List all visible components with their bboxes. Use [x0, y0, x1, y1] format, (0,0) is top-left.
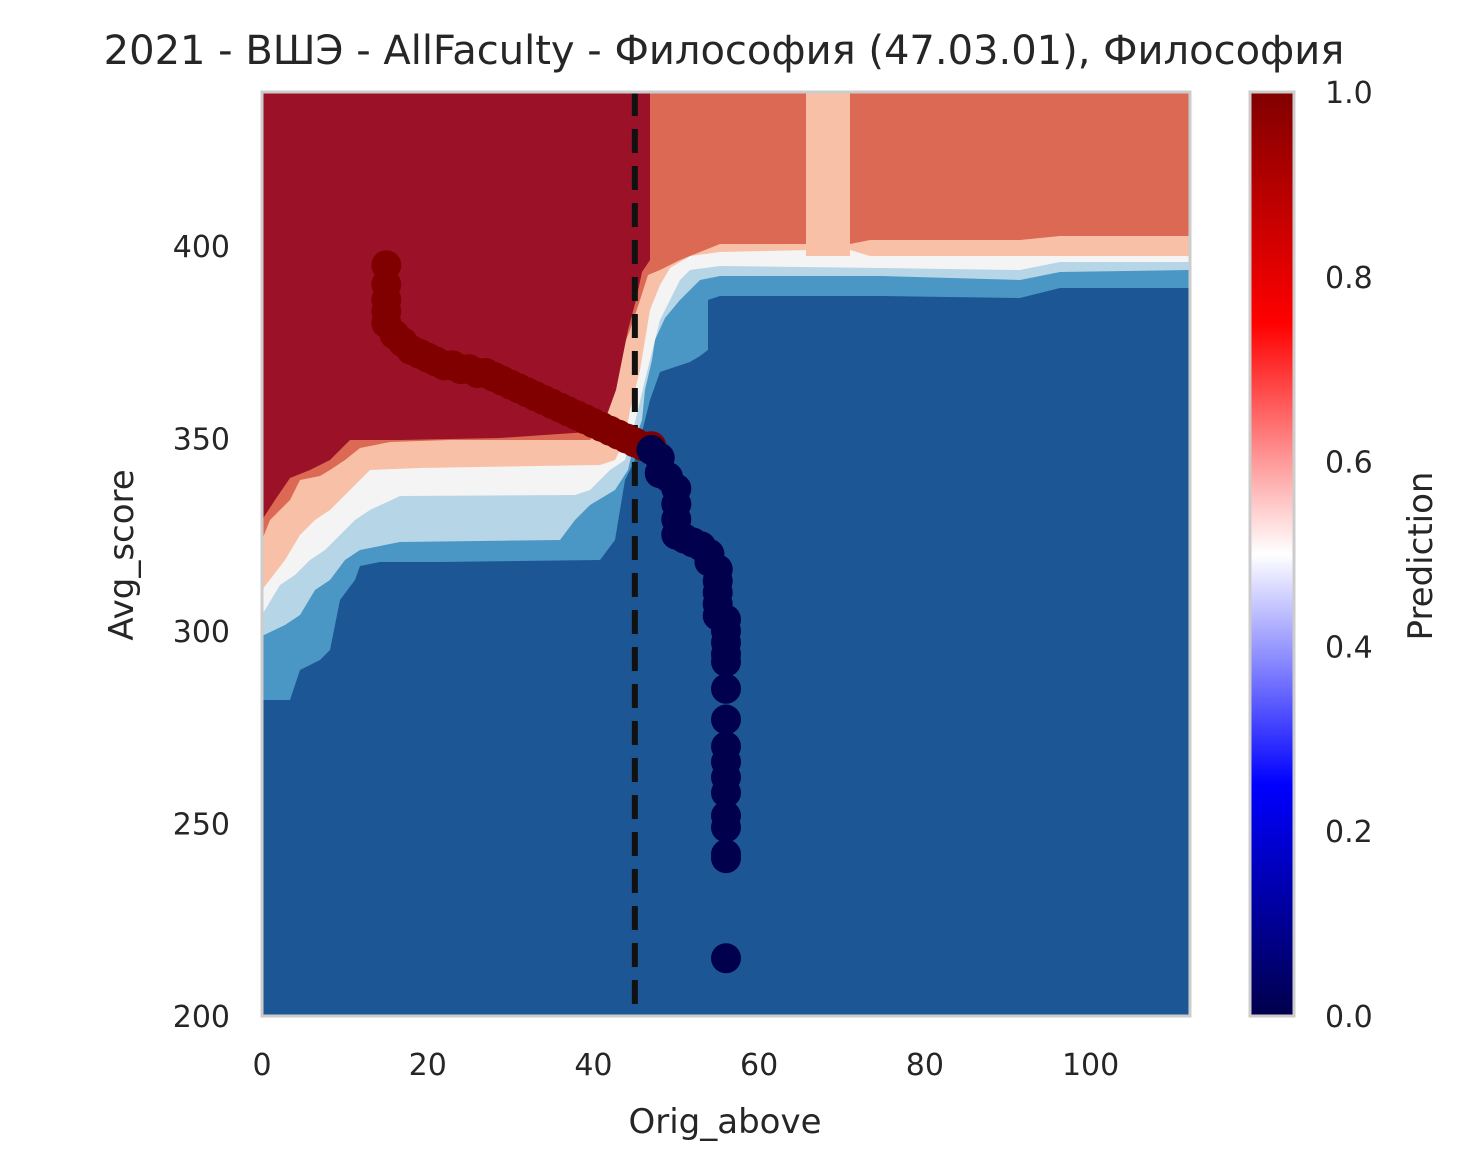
y-axis: 200 250 300 350 400 [173, 230, 230, 1035]
x-tick-label: 20 [409, 1048, 447, 1083]
x-axis: 0 20 40 60 80 100 [252, 1048, 1119, 1083]
x-tick-label: 80 [906, 1048, 944, 1083]
point-rejected [711, 777, 741, 808]
chart-title: 2021 - ВШЭ - AllFaculty - Философия (47.… [104, 28, 1345, 74]
y-tick-label: 200 [173, 1000, 230, 1035]
y-tick-label: 300 [173, 615, 230, 650]
colorbar [1248, 90, 1296, 1018]
point-rejected [711, 812, 741, 843]
colorbar-tick-label: 0.0 [1325, 1000, 1373, 1035]
y-axis-label: Avg_score [102, 469, 142, 640]
point-rejected [711, 843, 741, 874]
colorbar-tick-label: 0.8 [1325, 261, 1373, 296]
plot-frame [260, 90, 1192, 1018]
colorbar-tick-label: 1.0 [1325, 76, 1373, 111]
contour-field [262, 92, 1190, 1016]
x-tick-label: 60 [740, 1048, 778, 1083]
x-tick-label: 0 [252, 1048, 271, 1083]
point-rejected [711, 943, 741, 974]
colorbar-tick-label: 0.2 [1325, 815, 1373, 850]
contour-mid-high-band [806, 92, 850, 256]
colorbar-axis: 0.0 0.2 0.4 0.6 0.8 1.0 [1325, 76, 1373, 1035]
colorbar-label: Prediction [1401, 472, 1441, 641]
point-rejected [711, 704, 741, 735]
y-tick-label: 400 [173, 230, 230, 265]
y-tick-label: 250 [173, 808, 230, 843]
points-admitted [371, 250, 667, 462]
points-rejected [636, 435, 741, 974]
x-tick-label: 100 [1062, 1048, 1119, 1083]
x-axis-label: Orig_above [628, 1102, 821, 1142]
x-tick-label: 40 [574, 1048, 612, 1083]
colorbar-tick-label: 0.6 [1325, 446, 1373, 481]
y-tick-label: 350 [173, 423, 230, 458]
point-rejected [711, 646, 741, 677]
colorbar-tick-label: 0.4 [1325, 630, 1373, 665]
point-rejected [711, 673, 741, 704]
